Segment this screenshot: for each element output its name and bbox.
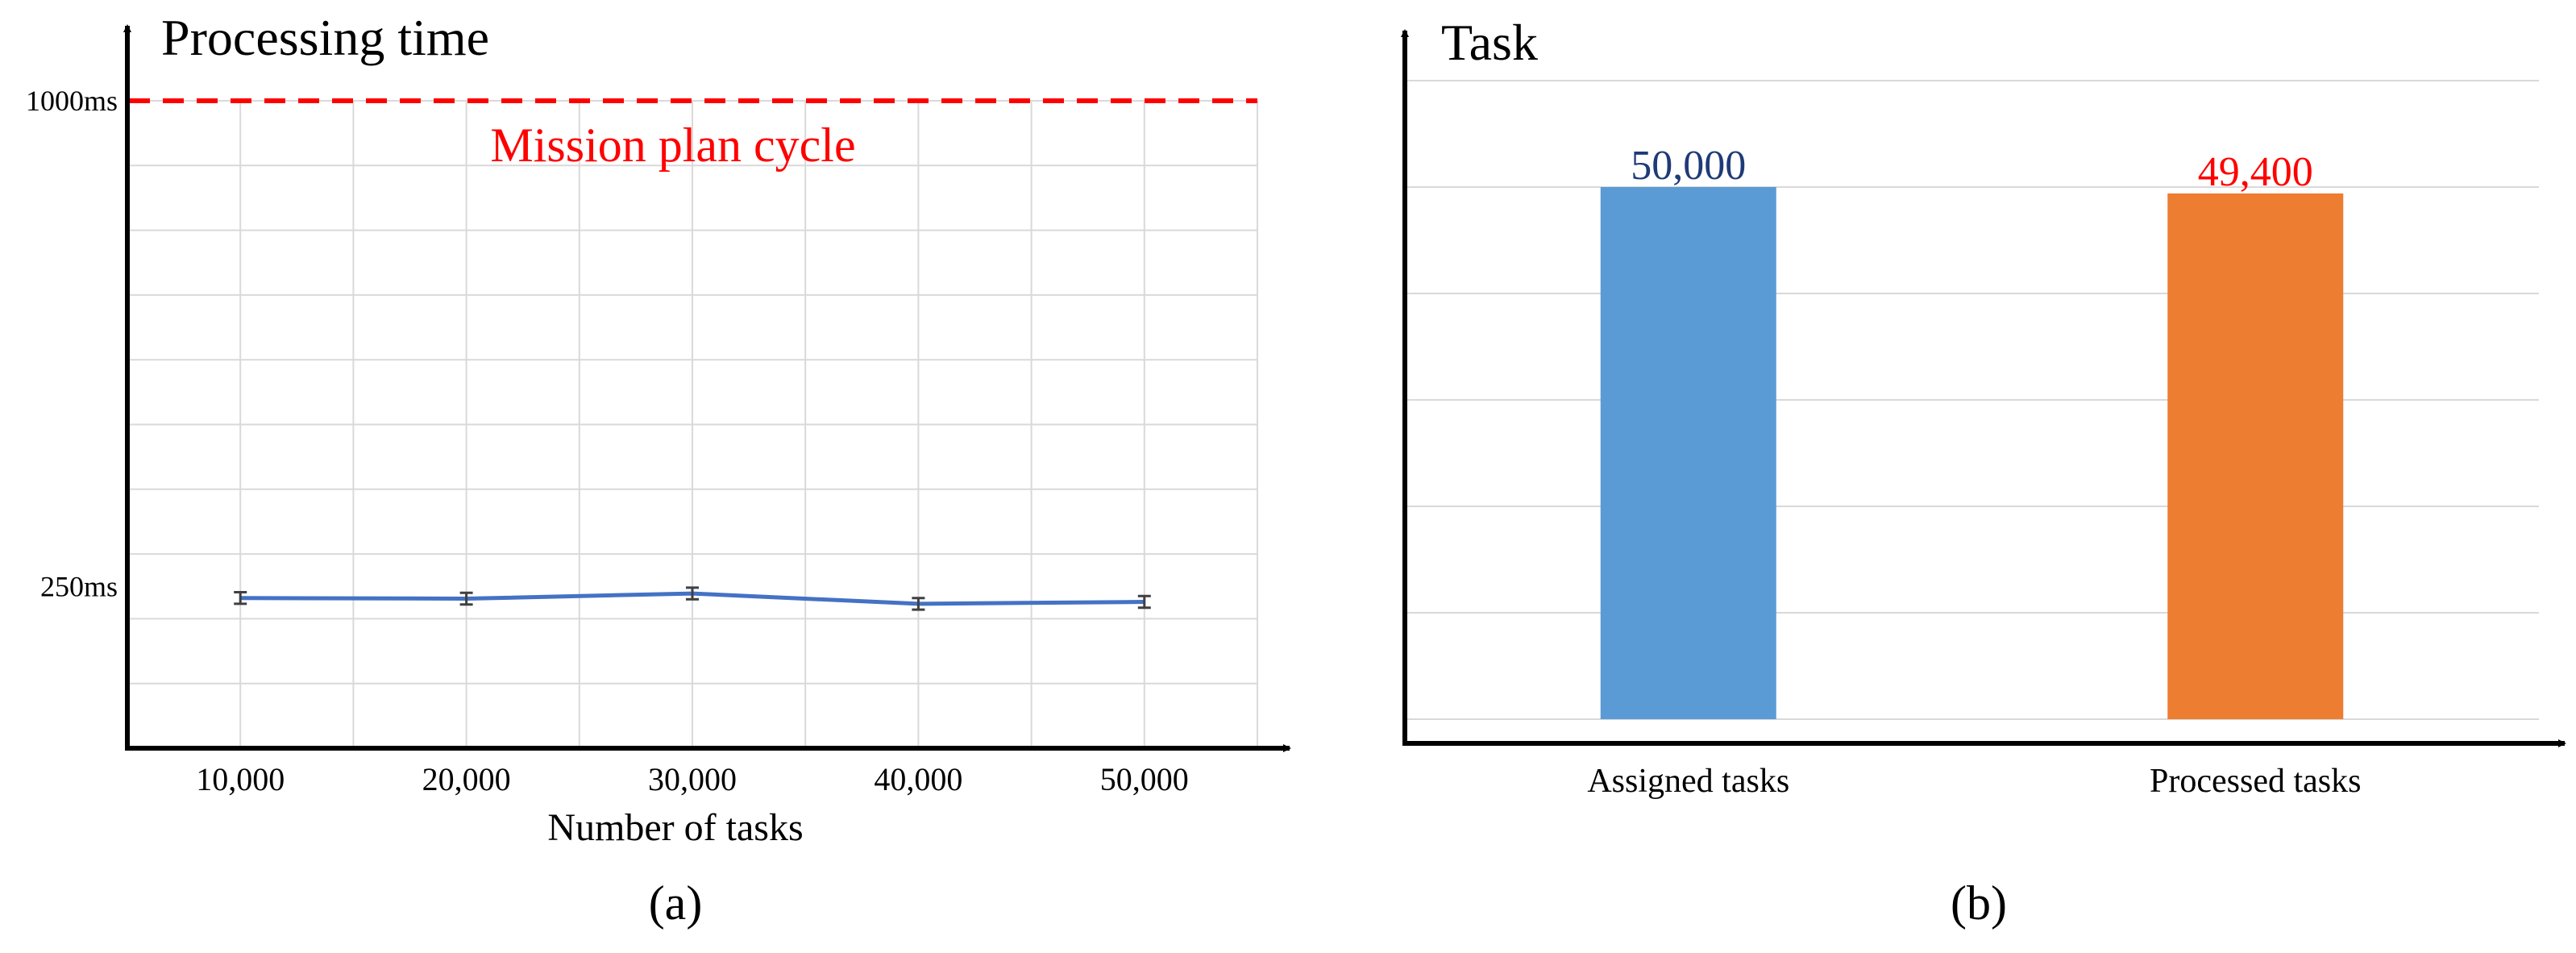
- processing-time-chart: Mission plan cycle 10,000 20,000 30,000 40,…: [26, 9, 1291, 930]
- x-tick-label: Processed tasks: [2150, 763, 2361, 800]
- threshold-label: Mission plan cycle: [490, 119, 855, 172]
- y-axis-label: Task: [1441, 14, 1538, 71]
- bar-value-label: 50,000: [1631, 143, 1746, 189]
- x-tick-label: 30,000: [648, 761, 737, 797]
- x-tick-label: Assigned tasks: [1587, 763, 1789, 800]
- x-tick-label: 10,000: [196, 761, 285, 797]
- error-bar: [686, 586, 699, 601]
- grid-lines: [127, 100, 1258, 748]
- x-axis-label: Number of tasks: [547, 806, 803, 849]
- grid-lines: [1405, 80, 2539, 720]
- y-tick-label: 1000ms: [26, 85, 118, 117]
- line-series: [234, 586, 1151, 611]
- x-tick-labels: 10,000 20,000 30,000 40,000 50,000: [196, 761, 1189, 797]
- error-bar: [1137, 594, 1151, 610]
- error-bar: [459, 591, 473, 606]
- panel-label-a: (a): [649, 876, 703, 930]
- bar-value-label: 49,400: [2198, 149, 2313, 195]
- error-bar: [234, 590, 247, 606]
- x-tick-label: 40,000: [874, 761, 962, 797]
- y-axis-label: Processing time: [161, 9, 489, 66]
- x-tick-labels: Assigned tasks Processed tasks: [1587, 763, 2361, 800]
- error-bar: [912, 597, 925, 611]
- bar: [2167, 193, 2344, 720]
- task-bar-chart: 50,000 49,400 Assigned tasks Processed tas…: [1401, 14, 2566, 930]
- x-tick-label: 20,000: [422, 761, 511, 797]
- y-tick-labels: 1000ms 250ms: [26, 85, 118, 602]
- panel-label-b: (b): [1951, 876, 2007, 930]
- bars: 50,000 49,400: [1600, 143, 2344, 720]
- x-tick-label: 50,000: [1100, 761, 1189, 797]
- bar: [1600, 187, 1776, 719]
- y-tick-label: 250ms: [40, 570, 118, 602]
